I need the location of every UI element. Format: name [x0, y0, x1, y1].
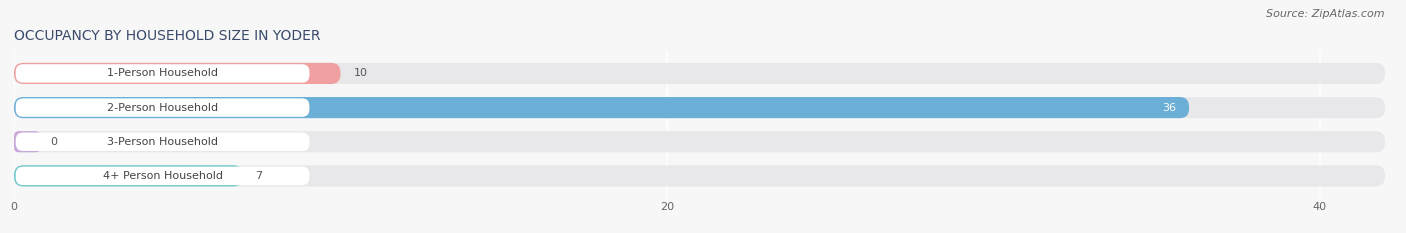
Text: 7: 7: [256, 171, 263, 181]
FancyBboxPatch shape: [14, 97, 1385, 118]
FancyBboxPatch shape: [14, 131, 41, 152]
Text: 2-Person Household: 2-Person Household: [107, 103, 218, 113]
FancyBboxPatch shape: [14, 63, 1385, 84]
Text: Source: ZipAtlas.com: Source: ZipAtlas.com: [1267, 9, 1385, 19]
Text: 0: 0: [51, 137, 58, 147]
FancyBboxPatch shape: [15, 167, 309, 185]
FancyBboxPatch shape: [15, 98, 309, 117]
Text: 1-Person Household: 1-Person Household: [107, 69, 218, 79]
FancyBboxPatch shape: [14, 131, 1385, 152]
FancyBboxPatch shape: [15, 133, 309, 151]
Text: 10: 10: [353, 69, 367, 79]
Text: 4+ Person Household: 4+ Person Household: [103, 171, 222, 181]
FancyBboxPatch shape: [14, 63, 340, 84]
Text: 36: 36: [1161, 103, 1175, 113]
FancyBboxPatch shape: [14, 97, 1189, 118]
FancyBboxPatch shape: [15, 64, 309, 83]
Text: 3-Person Household: 3-Person Household: [107, 137, 218, 147]
FancyBboxPatch shape: [14, 165, 1385, 186]
Text: OCCUPANCY BY HOUSEHOLD SIZE IN YODER: OCCUPANCY BY HOUSEHOLD SIZE IN YODER: [14, 29, 321, 43]
FancyBboxPatch shape: [14, 165, 243, 186]
